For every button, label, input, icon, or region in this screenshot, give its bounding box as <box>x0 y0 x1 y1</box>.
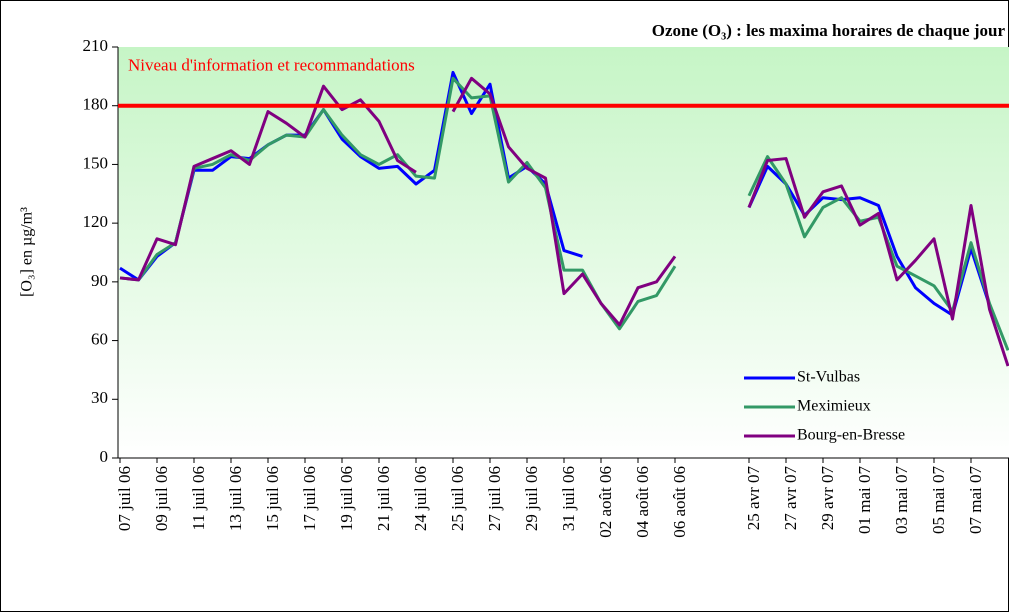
x-tick-label: 29 avr 07 <box>818 466 837 531</box>
x-tick-label: 25 avr 07 <box>744 466 763 531</box>
x-tick-label: 03 mai 07 <box>892 466 911 534</box>
plot <box>119 70 1009 367</box>
y-tick-label: 150 <box>83 153 109 172</box>
y-tick-label: 0 <box>100 447 109 466</box>
x-tick-label: 27 juil 06 <box>485 466 504 531</box>
x-tick-label: 24 juil 06 <box>411 466 430 531</box>
x-tick-label: 07 mai 07 <box>966 466 985 534</box>
x-tick-label: 25 juil 06 <box>448 466 467 531</box>
x-tick-label: 17 juil 06 <box>300 466 319 531</box>
x-tick-label: 09 juil 06 <box>152 466 171 531</box>
threshold-label: Niveau d'information et recommandations <box>128 56 415 75</box>
y-tick-label: 60 <box>91 329 108 348</box>
chart-title: Ozone (O₃) : les maxima horaires de chaq… <box>652 21 1006 40</box>
y-tick-label: 120 <box>83 212 109 231</box>
x-tick-label: 13 juil 06 <box>226 466 245 531</box>
x-tick-label: 29 juil 06 <box>522 466 541 531</box>
plot-area <box>118 47 1009 458</box>
x-tick-label: 01 mai 07 <box>855 466 874 534</box>
x-tick-label: 31 juil 06 <box>559 466 578 531</box>
x-tick-label: 21 juil 06 <box>374 466 393 531</box>
x-tick-label: 15 juil 06 <box>263 466 282 531</box>
x-tick-label: 02 août 06 <box>596 466 615 538</box>
legend-label: St-Vulbas <box>797 369 860 386</box>
x-tick-label: 27 avr 07 <box>781 466 800 531</box>
legend-label: Meximieux <box>797 398 871 415</box>
x-tick-label: 06 août 06 <box>670 466 689 538</box>
x-tick-label: 11 juil 06 <box>189 466 208 531</box>
x-tick-label: 07 juil 06 <box>115 466 134 531</box>
y-axis-label: [O₃] en µg/m³ <box>19 207 36 297</box>
legend-label: Bourg-en-Bresse <box>797 427 905 444</box>
y-tick-label: 30 <box>91 388 108 407</box>
x-tick-label: 04 août 06 <box>633 466 652 538</box>
y-tick-label: 90 <box>91 271 108 290</box>
y-tick-label: 180 <box>83 95 109 114</box>
x-tick-label: 19 juil 06 <box>337 466 356 531</box>
y-tick-label: 210 <box>83 36 109 55</box>
x-tick-label: 05 mai 07 <box>929 466 948 534</box>
